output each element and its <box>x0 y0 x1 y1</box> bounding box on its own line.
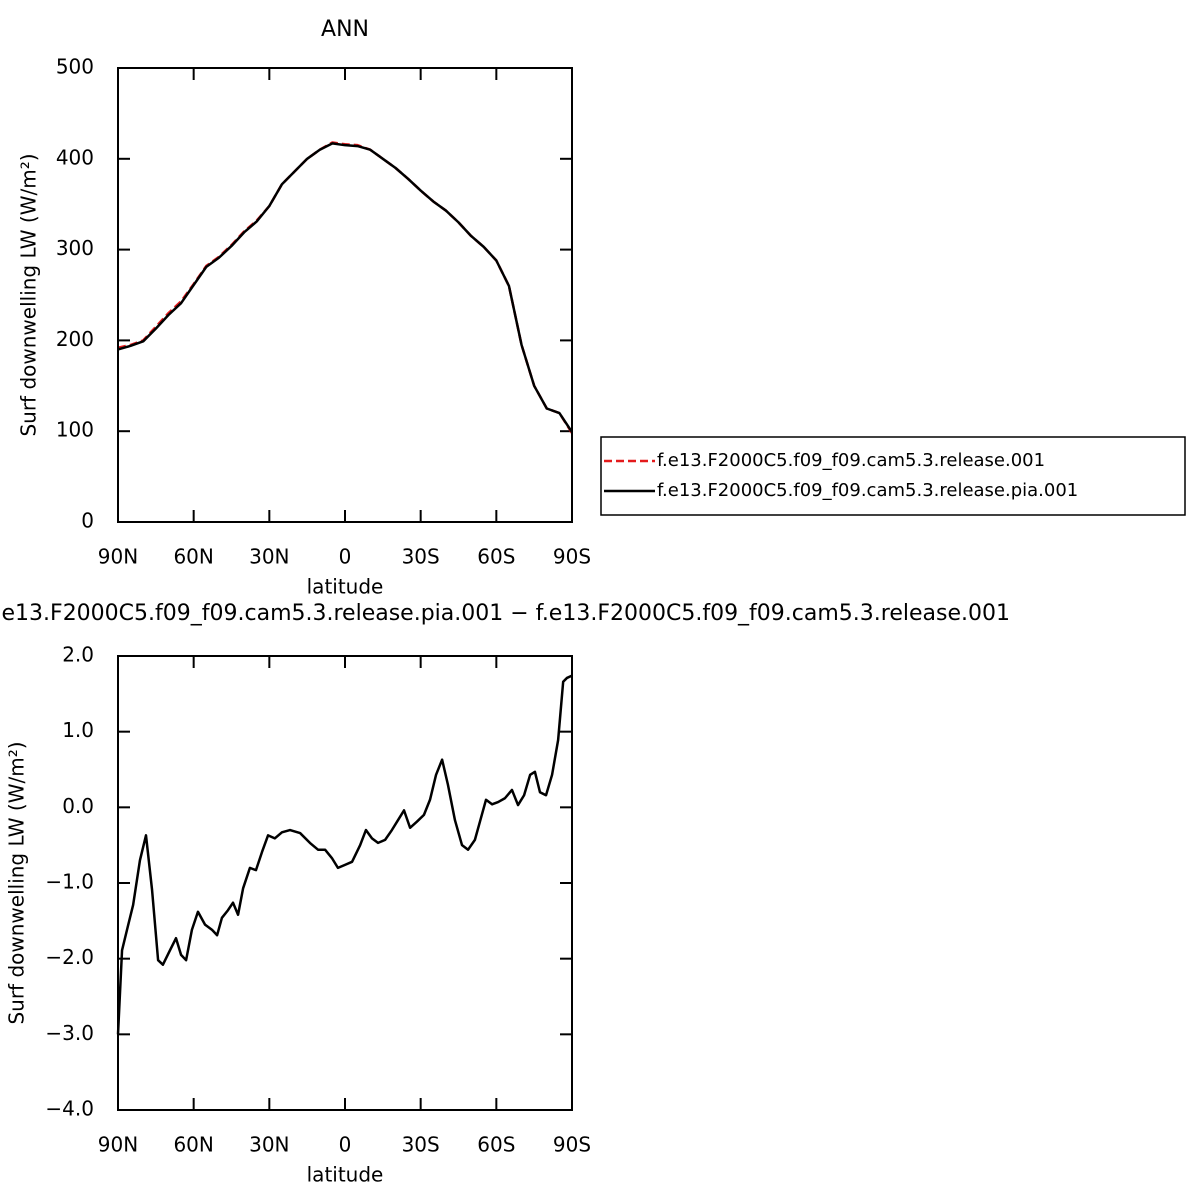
y-tick-label: −3.0 <box>45 1021 94 1045</box>
y-tick-label: 1.0 <box>62 718 94 742</box>
plot-frame <box>117 655 573 1111</box>
y-tick-label: 300 <box>56 236 94 260</box>
x-axis-label: latitude <box>307 1163 384 1187</box>
x-tick-label: 90S <box>553 545 591 569</box>
legend-box <box>600 436 1186 516</box>
y-tick-label: 0.0 <box>62 794 94 818</box>
y-axis-label: Surf downwelling LW (W/m²) <box>17 153 41 436</box>
x-tick-label: 0 <box>339 545 352 569</box>
data-line <box>117 141 574 434</box>
x-tick-label: 60N <box>173 1133 213 1157</box>
y-tick-label: −4.0 <box>45 1097 94 1121</box>
chart-title: ANN <box>321 17 369 42</box>
x-tick-label: 30N <box>249 1133 289 1157</box>
x-tick-label: 90N <box>98 545 138 569</box>
data-line <box>117 142 574 433</box>
x-tick-label: 30S <box>402 1133 440 1157</box>
x-tick-label: 60S <box>477 545 515 569</box>
x-tick-label: 90N <box>98 1133 138 1157</box>
x-tick-label: 60S <box>477 1133 515 1157</box>
x-tick-label: 60N <box>173 545 213 569</box>
x-tick-label: 90S <box>553 1133 591 1157</box>
x-tick-label: 30S <box>402 545 440 569</box>
legend-text: f.e13.F2000C5.f09_f09.cam5.3.release.pia… <box>657 480 1078 501</box>
y-tick-label: 400 <box>56 145 94 169</box>
plot-frame <box>117 67 573 523</box>
y-tick-label: 0 <box>81 509 94 533</box>
legend-text: f.e13.F2000C5.f09_f09.cam5.3.release.001 <box>657 450 1045 471</box>
y-tick-label: −1.0 <box>45 870 94 894</box>
y-tick-label: −2.0 <box>45 945 94 969</box>
y-tick-label: 200 <box>56 327 94 351</box>
y-tick-label: 2.0 <box>62 643 94 667</box>
y-tick-label: 100 <box>56 418 94 442</box>
x-tick-label: 0 <box>339 1133 352 1157</box>
data-line <box>116 674 573 1035</box>
x-axis-label: latitude <box>307 575 384 599</box>
x-tick-label: 30N <box>249 545 289 569</box>
y-axis-label: Surf downwelling LW (W/m²) <box>5 741 29 1024</box>
y-tick-label: 500 <box>56 55 94 79</box>
chart-title: f.e13.F2000C5.f09_f09.cam5.3.release.pia… <box>0 601 1010 626</box>
